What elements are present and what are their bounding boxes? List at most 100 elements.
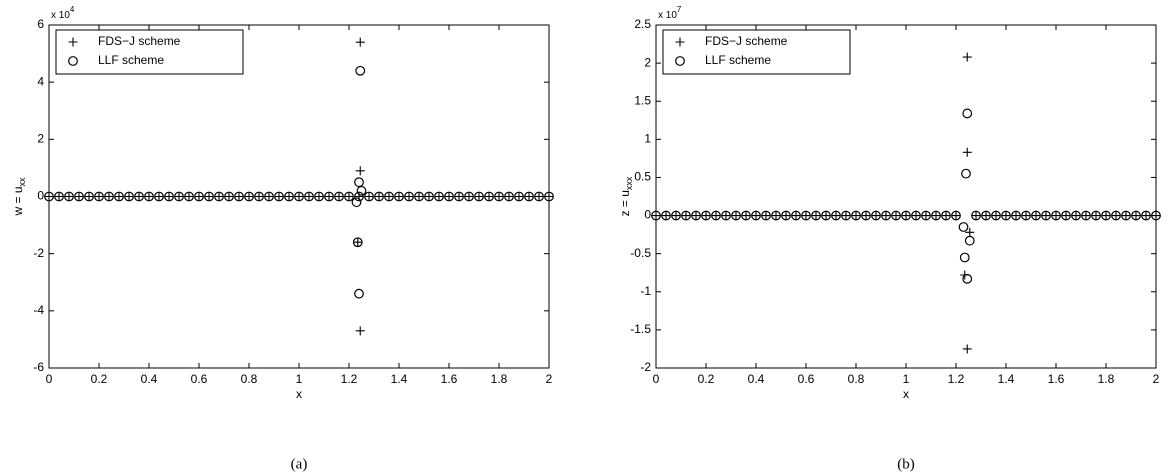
plus-marker [274, 192, 284, 201]
y-scale-label: x 104 [51, 5, 75, 21]
circle-marker [841, 210, 851, 221]
circle-marker [964, 235, 975, 246]
plus-marker [174, 192, 184, 201]
circle-marker [1041, 210, 1051, 221]
y-tick-label: -4 [33, 303, 44, 317]
circle-marker [294, 191, 304, 202]
plus-marker [931, 211, 941, 221]
circle-marker [1111, 210, 1121, 221]
circle-marker [921, 210, 931, 221]
circle-marker [184, 191, 194, 202]
plus-marker [355, 37, 365, 47]
circle-marker [941, 210, 951, 221]
circle-marker [675, 56, 685, 66]
plus-marker [404, 192, 414, 201]
plus-marker [84, 192, 94, 201]
plus-marker [962, 52, 972, 62]
circle-marker [344, 191, 354, 202]
y-tick-label: -2 [33, 246, 44, 260]
circle-marker [991, 210, 1001, 221]
y-tick-label: 1.5 [634, 93, 651, 107]
plus-marker [971, 211, 981, 221]
circle-marker [1011, 210, 1021, 221]
circle-marker [958, 222, 969, 232]
y-scale-base: x 10 [658, 10, 677, 21]
y-axis-label-main: z = u [618, 190, 632, 216]
circle-marker [54, 191, 64, 202]
plus-marker [701, 211, 711, 221]
plus-marker [314, 192, 324, 201]
circle-marker [154, 191, 164, 202]
circle-marker [244, 191, 254, 202]
y-scale-exponent: 4 [70, 5, 75, 14]
plus-marker [454, 192, 464, 201]
y-tick-label: 0 [644, 208, 651, 222]
chart-panel: 0 0.2 0.4 0.6 0.8 1 1.2 1.4 1.6 1.8 2 -2 -1.5 -1 -0.5 0… [618, 5, 1161, 472]
y-scale-exponent: 7 [677, 5, 682, 14]
circle-marker [951, 210, 961, 221]
circle-marker [851, 210, 861, 221]
plus-marker [991, 211, 1001, 221]
circle-marker [464, 191, 474, 202]
x-axis-label: x [903, 387, 909, 401]
x-tick-label: 1.6 [1048, 372, 1065, 386]
plus-marker [891, 211, 901, 221]
plus-marker [214, 192, 224, 201]
y-tick-label: 2 [37, 132, 44, 146]
plus-marker [965, 227, 975, 237]
circle-marker [1101, 210, 1111, 221]
circle-marker [254, 191, 264, 202]
plus-marker [464, 192, 474, 201]
circle-marker [1121, 210, 1131, 221]
circle-marker [1071, 210, 1081, 221]
circle-marker [741, 210, 751, 221]
plus-marker [94, 192, 104, 201]
circle-marker [355, 65, 366, 76]
circle-marker [871, 210, 881, 221]
circle-marker [931, 210, 941, 221]
x-tick-label: 0.8 [848, 372, 865, 386]
x-tick-label: 1.2 [948, 372, 965, 386]
plus-marker [881, 211, 891, 221]
y-tick-label: 0 [37, 189, 44, 203]
y-axis-label-main: w = u [11, 186, 25, 216]
x-tick-label: 0.6 [191, 372, 208, 386]
circle-marker [962, 108, 973, 119]
circle-marker [84, 191, 94, 202]
x-tick-label: 0.2 [698, 372, 715, 386]
x-tick-label: 0 [46, 372, 53, 386]
plus-marker [424, 192, 434, 201]
circle-marker [284, 191, 294, 202]
plus-marker [801, 211, 811, 221]
plus-marker [134, 192, 144, 201]
circle-marker [691, 210, 701, 221]
y-tick-label: 1 [644, 132, 651, 146]
circle-marker [962, 273, 973, 284]
circle-marker [961, 168, 971, 179]
plus-marker [921, 211, 931, 221]
circle-marker [94, 191, 104, 202]
y-axis-label: z = uxxx [618, 176, 634, 216]
plus-marker [741, 211, 751, 221]
circle-marker [811, 210, 821, 221]
circle-marker [761, 210, 771, 221]
plus-marker [781, 211, 791, 221]
circle-marker [484, 191, 494, 202]
circle-marker [334, 191, 344, 202]
circle-marker [374, 191, 384, 202]
plus-marker [355, 166, 365, 176]
circle-marker [174, 191, 184, 202]
circle-marker [861, 210, 871, 221]
circle-marker [1081, 210, 1091, 221]
legend-label: FDS−J scheme [98, 34, 181, 48]
y-axis-label-sub: xx [17, 177, 27, 187]
circle-marker [711, 210, 721, 221]
plus-marker [284, 192, 294, 201]
x-tick-label: 1.6 [441, 372, 458, 386]
plus-marker [1021, 211, 1031, 221]
x-axis-label: x [296, 387, 302, 401]
plus-marker [841, 211, 851, 221]
x-tick-label: 1 [296, 372, 303, 386]
plot-frame [655, 24, 1157, 369]
circle-marker [354, 191, 364, 202]
